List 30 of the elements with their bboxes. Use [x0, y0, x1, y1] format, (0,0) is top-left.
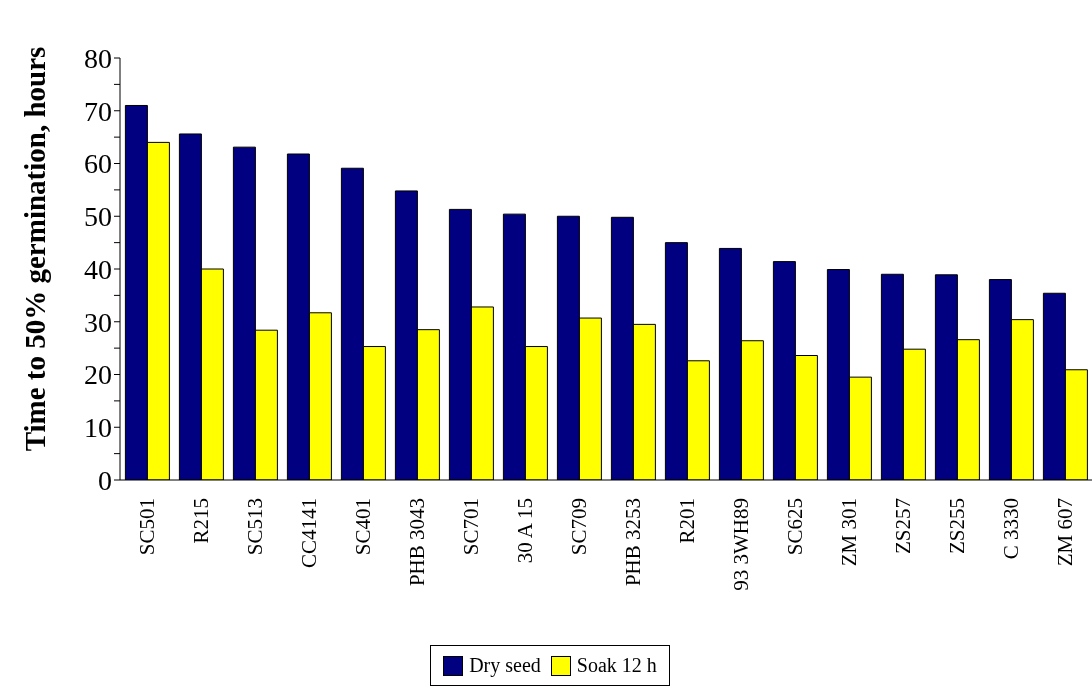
x-tick-label: SC401 — [351, 498, 375, 556]
x-tick-label: C 3330 — [999, 498, 1023, 560]
x-tick-label: CC4141 — [297, 498, 321, 569]
y-tick-label: 80 — [84, 42, 112, 74]
x-tick-label: 93 3WH89 — [729, 498, 753, 591]
x-tick-label: R201 — [675, 498, 699, 544]
x-tick-label: PHB 3043 — [405, 498, 429, 587]
y-tick-label: 20 — [84, 359, 112, 391]
y-tick-label: 30 — [84, 306, 112, 338]
x-tick-label: SC501 — [135, 498, 159, 556]
x-tick-label: SC701 — [459, 498, 483, 556]
y-tick-label: 0 — [98, 464, 112, 496]
x-tick-label: 30 A 15 — [513, 498, 537, 564]
x-tick-label: PHB 3253 — [621, 498, 645, 587]
legend-label: Dry seed — [469, 654, 541, 677]
y-axis-title: Time to 50% germination, hours — [19, 46, 51, 452]
x-tick-label: R215 — [189, 498, 213, 544]
x-tick-label: SC625 — [783, 498, 807, 556]
y-tick-label: 10 — [84, 412, 112, 444]
x-tick-label: SC513 — [243, 498, 267, 556]
y-tick-label: 60 — [84, 148, 112, 180]
x-tick-label: ZS255 — [945, 498, 969, 555]
y-tick-label: 40 — [84, 253, 112, 285]
x-tick-label: ZM 607 — [1053, 498, 1077, 567]
x-tick-label: SC709 — [567, 498, 591, 556]
y-tick-label: 50 — [84, 201, 112, 233]
x-tick-label: ZS257 — [891, 498, 915, 555]
legend-label: Soak 12 h — [576, 654, 657, 677]
x-tick-label: ZM 301 — [837, 498, 861, 567]
y-tick-label: 70 — [84, 95, 112, 127]
